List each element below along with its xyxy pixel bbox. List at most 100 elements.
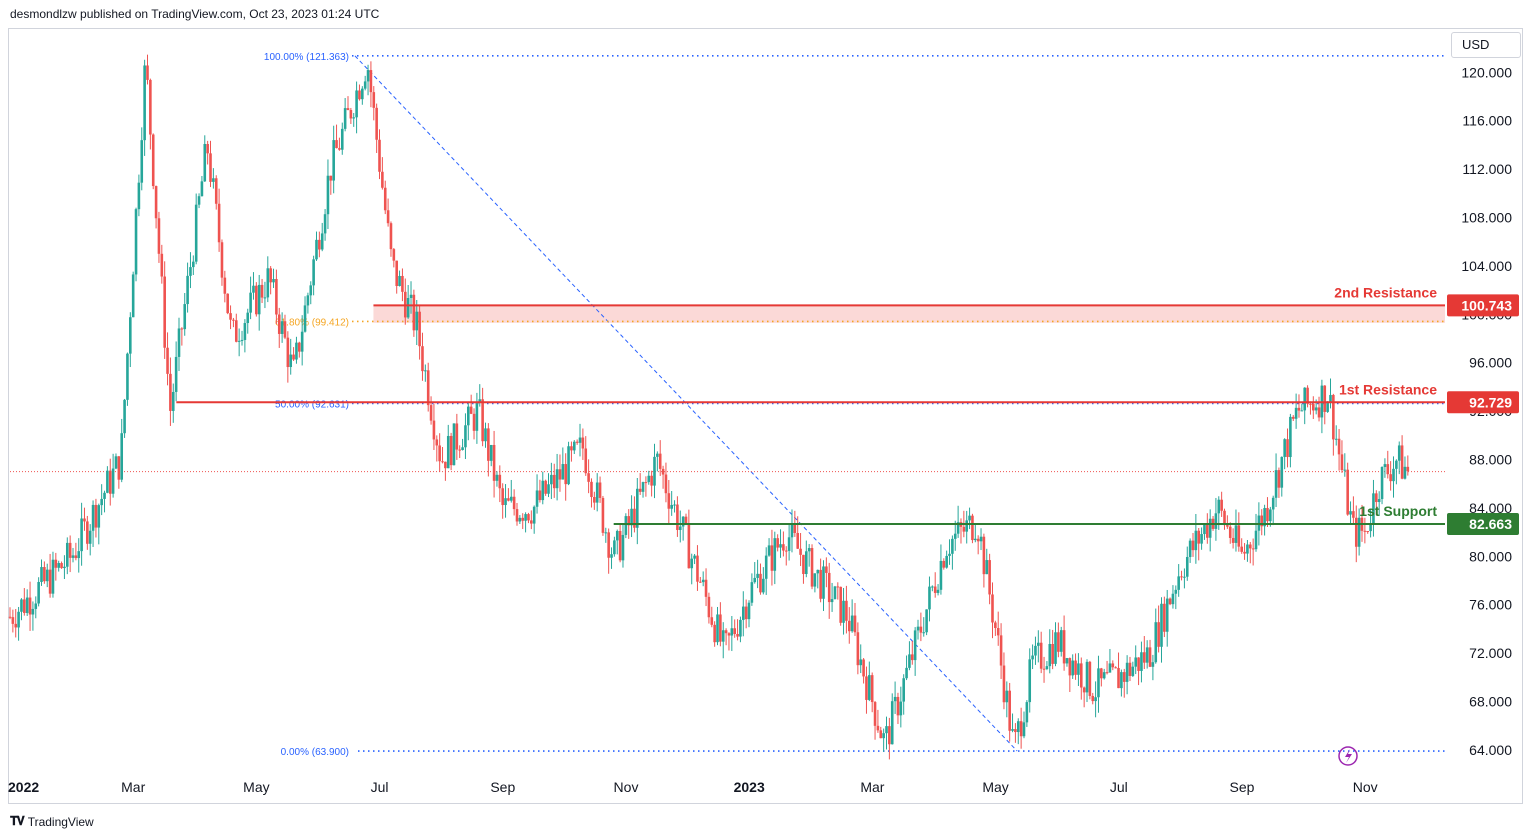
candle: [1397, 445, 1401, 461]
footer-brand[interactable]: 𝐓𝐕 TradingView: [10, 814, 94, 829]
candle: [381, 171, 384, 188]
candle: [194, 204, 198, 262]
candle: [1280, 456, 1284, 488]
candle: [1011, 729, 1014, 731]
candle: [552, 474, 556, 489]
candle: [223, 277, 227, 294]
candle: [1120, 672, 1123, 689]
candle: [51, 559, 55, 594]
candle: [991, 594, 994, 623]
candle: [131, 274, 135, 318]
candle: [850, 615, 854, 632]
candle: [767, 545, 771, 556]
candle: [1369, 523, 1372, 532]
candle: [1254, 530, 1258, 550]
candle: [103, 492, 106, 499]
candle: [710, 617, 714, 625]
candle: [280, 321, 284, 334]
candle: [779, 544, 782, 548]
candle: [994, 622, 997, 629]
candle: [1340, 454, 1344, 471]
candle: [1097, 668, 1100, 698]
candle: [584, 448, 588, 474]
candle: [426, 370, 430, 406]
candle: [982, 536, 986, 575]
candle: [338, 148, 341, 150]
candle: [149, 79, 152, 135]
candle: [487, 428, 490, 461]
candle: [269, 268, 272, 283]
candle: [1217, 499, 1221, 514]
candle: [86, 521, 89, 544]
candle: [913, 630, 917, 661]
candle: [329, 175, 333, 181]
candle: [716, 614, 719, 643]
candle: [458, 449, 462, 451]
candle: [759, 573, 762, 593]
candle: [512, 496, 516, 510]
candle: [418, 311, 421, 347]
y-axis-tick-label: 72.000: [1469, 645, 1512, 661]
candle: [1406, 466, 1410, 472]
y-axis-tick-label: 84.000: [1469, 500, 1512, 516]
candle: [263, 297, 267, 299]
candle: [618, 530, 622, 561]
candle: [1243, 551, 1246, 554]
candle: [1274, 470, 1278, 498]
candle: [1269, 509, 1272, 522]
candle: [1016, 721, 1020, 733]
candle: [974, 538, 977, 541]
candle: [839, 586, 842, 623]
candle: [1366, 531, 1370, 533]
candle: [1031, 655, 1034, 660]
candle: [180, 328, 184, 330]
candle: [933, 586, 937, 593]
candle: [372, 92, 376, 108]
candle: [985, 560, 989, 575]
candle: [690, 558, 694, 569]
candle: [762, 578, 765, 593]
candle: [713, 624, 716, 643]
candle: [1377, 499, 1381, 503]
candle: [587, 473, 590, 482]
candle: [1303, 387, 1307, 411]
candle: [461, 447, 464, 450]
candle: [326, 175, 330, 215]
candle: [1065, 658, 1069, 664]
candle: [1220, 499, 1223, 511]
candle: [590, 481, 593, 498]
footer-brand-label: TradingView: [27, 814, 94, 829]
candle: [1088, 661, 1092, 696]
candle: [862, 659, 865, 677]
candle: [289, 354, 293, 368]
candle: [1203, 524, 1206, 535]
candle: [1312, 403, 1315, 411]
candle: [501, 488, 504, 506]
candle: [507, 498, 510, 501]
candle: [1168, 598, 1172, 605]
candle: [856, 632, 860, 666]
candle: [114, 456, 118, 469]
candle: [415, 311, 419, 331]
candle: [315, 239, 318, 260]
y-axis-tick-label: 68.000: [1469, 693, 1512, 709]
candle: [237, 340, 241, 342]
fib-level-label: 0.00% (63.900): [281, 747, 349, 758]
candle: [696, 555, 699, 582]
candle: [292, 354, 295, 360]
price-badge-label: 100.743: [1461, 297, 1512, 313]
candle: [613, 540, 616, 555]
currency-button[interactable]: USD: [1451, 32, 1521, 58]
candle: [409, 294, 413, 298]
candle: [865, 676, 868, 700]
candle: [1283, 439, 1286, 457]
candle: [598, 482, 602, 498]
x-axis-tick-label: Jul: [371, 779, 389, 795]
candle: [163, 276, 166, 348]
candle: [882, 733, 885, 739]
candle: [255, 285, 258, 315]
candle: [1266, 508, 1269, 522]
candle: [678, 526, 682, 530]
candle: [1234, 525, 1238, 543]
